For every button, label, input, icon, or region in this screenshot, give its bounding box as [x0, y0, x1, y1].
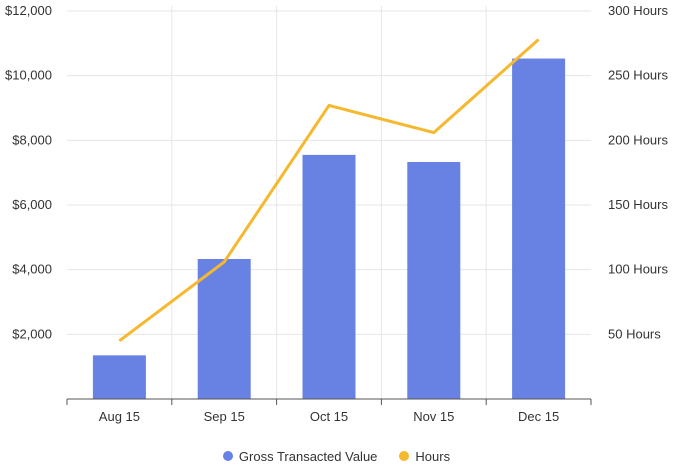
- bar-layer: [93, 59, 565, 399]
- bar: [198, 259, 251, 399]
- legend-label-gross-transacted-value: Gross Transacted Value: [239, 449, 378, 464]
- y-right-tick-label: 50 Hours: [608, 326, 661, 341]
- x-tick-label: Nov 15: [413, 409, 454, 424]
- bar: [93, 355, 146, 399]
- bar: [512, 59, 565, 399]
- x-tick-label: Sep 15: [204, 409, 245, 424]
- legend-item-hours[interactable]: Hours: [399, 449, 450, 464]
- y-left-tick-label: $4,000: [12, 262, 52, 277]
- bar: [303, 155, 356, 399]
- y-left-tick-label: $10,000: [5, 68, 52, 83]
- legend-marker-hours: [399, 451, 409, 461]
- legend-marker-gross-transacted-value: [223, 451, 233, 461]
- x-tick-label: Aug 15: [99, 409, 140, 424]
- y-right-tick-label: 200 Hours: [608, 132, 668, 147]
- y-left-tick-label: $6,000: [12, 197, 52, 212]
- bar: [407, 162, 460, 399]
- legend-label-hours: Hours: [415, 449, 450, 464]
- y-right-tick-label: 100 Hours: [608, 262, 668, 277]
- axis-layer: [67, 399, 591, 405]
- x-tick-label: Oct 15: [310, 409, 348, 424]
- y-left-tick-label: $2,000: [12, 326, 52, 341]
- y-left-tick-label: $8,000: [12, 132, 52, 147]
- y-right-tick-label: 150 Hours: [608, 197, 668, 212]
- y-right-tick-label: 300 Hours: [608, 3, 668, 18]
- y-left-tick-label: $12,000: [5, 3, 52, 18]
- y-right-tick-label: 250 Hours: [608, 68, 668, 83]
- legend-item-gross-transacted-value[interactable]: Gross Transacted Value: [223, 449, 378, 464]
- x-tick-label: Dec 15: [518, 409, 559, 424]
- chart-legend: Gross Transacted Value Hours: [0, 447, 673, 465]
